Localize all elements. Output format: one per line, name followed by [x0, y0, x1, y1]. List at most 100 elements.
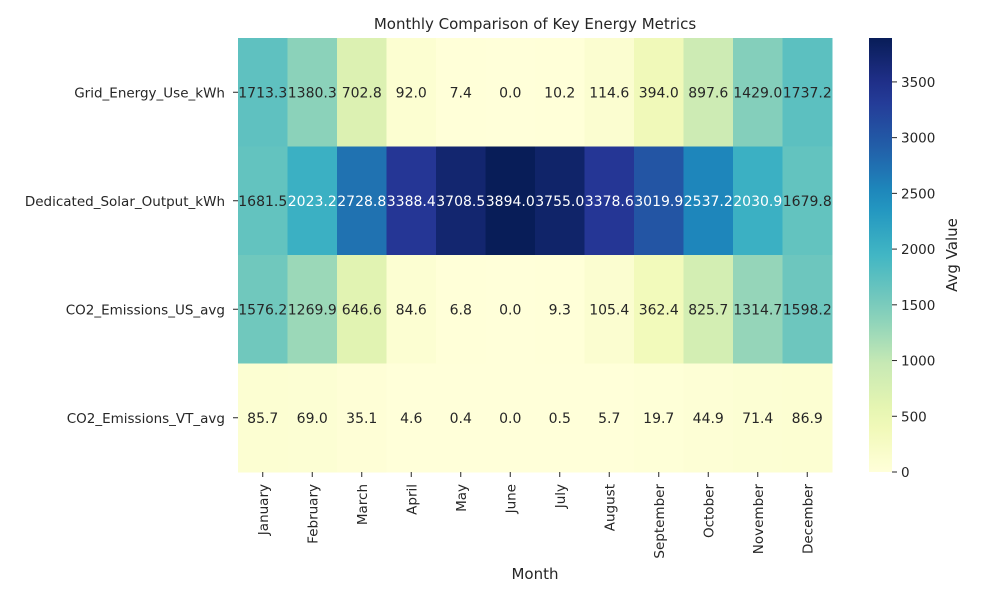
heatmap-cell	[238, 363, 288, 473]
cell-value-label: 1429.0	[733, 85, 782, 101]
heatmap-cell	[782, 38, 833, 147]
colorbar-label: Avg Value	[943, 218, 961, 292]
cell-value-label: 9.3	[549, 302, 571, 318]
cell-value-label: 1679.8	[783, 194, 832, 210]
cell-value-label: 2537.2	[684, 194, 733, 210]
heatmap-cell	[683, 38, 734, 147]
cell-value-label: 0.0	[499, 302, 521, 318]
heatmap-cell	[287, 363, 338, 473]
heatmap-cell	[238, 38, 288, 147]
heatmap-cell	[436, 363, 486, 473]
cell-value-label: 85.7	[247, 411, 278, 427]
column-labels: January February March April May June July Augu…	[256, 472, 816, 559]
cell-value-label: 19.7	[643, 411, 674, 427]
cell-value-label: 0.5	[549, 411, 571, 427]
heatmap-cell	[634, 38, 684, 147]
colorbar-tick-label: 2000	[901, 242, 935, 258]
heatmap-cells: 1713.3 1380.3 702.8 92.0 7.4 0.0 10.2 114.6 394.…	[238, 38, 833, 473]
cell-value-label: 1269.9	[288, 302, 337, 318]
heatmap-cell	[683, 146, 734, 256]
row-label: CO2_Emissions_VT_avg	[67, 411, 225, 427]
colorbar-tick-label: 2500	[901, 186, 935, 202]
cell-value-label: 825.7	[688, 302, 728, 318]
row-label: CO2_Emissions_US_avg	[66, 302, 225, 318]
heatmap-cell	[238, 255, 288, 364]
chart-title: Monthly Comparison of Key Energy Metrics	[374, 15, 697, 33]
colorbar-tick-label: 3000	[901, 131, 935, 147]
heatmap-cell	[337, 363, 387, 473]
cell-value-label: 84.6	[396, 302, 427, 318]
cell-value-label: 394.0	[639, 85, 679, 101]
heatmap-cell	[782, 255, 833, 364]
column-label: February	[305, 484, 321, 544]
column-label: March	[355, 484, 371, 525]
cell-value-label: 5.7	[598, 411, 620, 427]
cell-value-label: 897.6	[688, 85, 728, 101]
column-label: August	[602, 484, 618, 531]
cell-value-label: 1576.2	[238, 302, 287, 318]
cell-value-label: 35.1	[346, 411, 377, 427]
cell-value-label: 71.4	[742, 411, 773, 427]
cell-value-label: 44.9	[693, 411, 724, 427]
heatmap-cell	[485, 255, 536, 364]
x-axis-label: Month	[511, 565, 558, 583]
cell-value-label: 105.4	[589, 302, 629, 318]
cell-value-label: 3388.4	[387, 194, 436, 210]
cell-value-label: 2030.9	[733, 194, 782, 210]
heatmap-cell	[535, 363, 585, 473]
cell-value-label: 1681.5	[238, 194, 287, 210]
heatmap-cell	[485, 38, 536, 147]
heatmap-cell	[733, 146, 783, 256]
heatmap-cell	[287, 146, 338, 256]
heatmap-cell	[584, 38, 635, 147]
column-label: October	[701, 484, 717, 538]
cell-value-label: 0.0	[499, 85, 521, 101]
cell-value-label: 92.0	[396, 85, 427, 101]
cell-value-label: 1314.7	[733, 302, 782, 318]
cell-value-label: 4.6	[400, 411, 422, 427]
cell-value-label: 3019.9	[634, 194, 683, 210]
cell-value-label: 1737.2	[783, 85, 832, 101]
column-label: September	[652, 484, 668, 559]
cell-value-label: 646.6	[342, 302, 382, 318]
heatmap-cell	[535, 38, 585, 147]
heatmap-cell	[238, 146, 288, 256]
heatmap-cell	[535, 255, 585, 364]
cell-value-label: 362.4	[639, 302, 679, 318]
heatmap-cell	[485, 363, 536, 473]
heatmap-cell	[337, 146, 387, 256]
heatmap-cell	[386, 255, 437, 364]
colorbar-tick-label: 500	[901, 409, 927, 425]
column-label: April	[404, 484, 420, 515]
cell-value-label: 2728.8	[337, 194, 386, 210]
cell-value-label: 3708.5	[436, 194, 485, 210]
heatmap-cell	[337, 38, 387, 147]
cell-value-label: 1598.2	[783, 302, 832, 318]
heatmap-cell	[584, 363, 635, 473]
column-label: November	[751, 484, 767, 555]
cell-value-label: 69.0	[297, 411, 328, 427]
row-label: Dedicated_Solar_Output_kWh	[25, 194, 225, 210]
cell-value-label: 1380.3	[288, 85, 337, 101]
colorbar	[869, 38, 892, 472]
colorbar-tick-label: 3500	[901, 75, 935, 91]
heatmap-cell	[584, 146, 635, 256]
column-label: December	[800, 484, 816, 554]
heatmap-cell	[584, 255, 635, 364]
heatmap-cell	[386, 363, 437, 473]
heatmap-cell	[634, 146, 684, 256]
cell-value-label: 2023.2	[288, 194, 337, 210]
column-label: May	[454, 484, 470, 512]
cell-value-label: 7.4	[450, 85, 472, 101]
colorbar-tick-label: 0	[901, 465, 910, 481]
heatmap-cell	[782, 146, 833, 256]
column-label: January	[256, 484, 272, 536]
heatmap-cell	[733, 255, 783, 364]
cell-value-label: 1713.3	[238, 85, 287, 101]
heatmap-cell	[436, 146, 486, 256]
cell-value-label: 0.0	[499, 411, 521, 427]
cell-value-label: 10.2	[544, 85, 575, 101]
heatmap-cell	[337, 255, 387, 364]
cell-value-label: 3755.0	[535, 194, 584, 210]
heatmap-cell	[287, 255, 338, 364]
